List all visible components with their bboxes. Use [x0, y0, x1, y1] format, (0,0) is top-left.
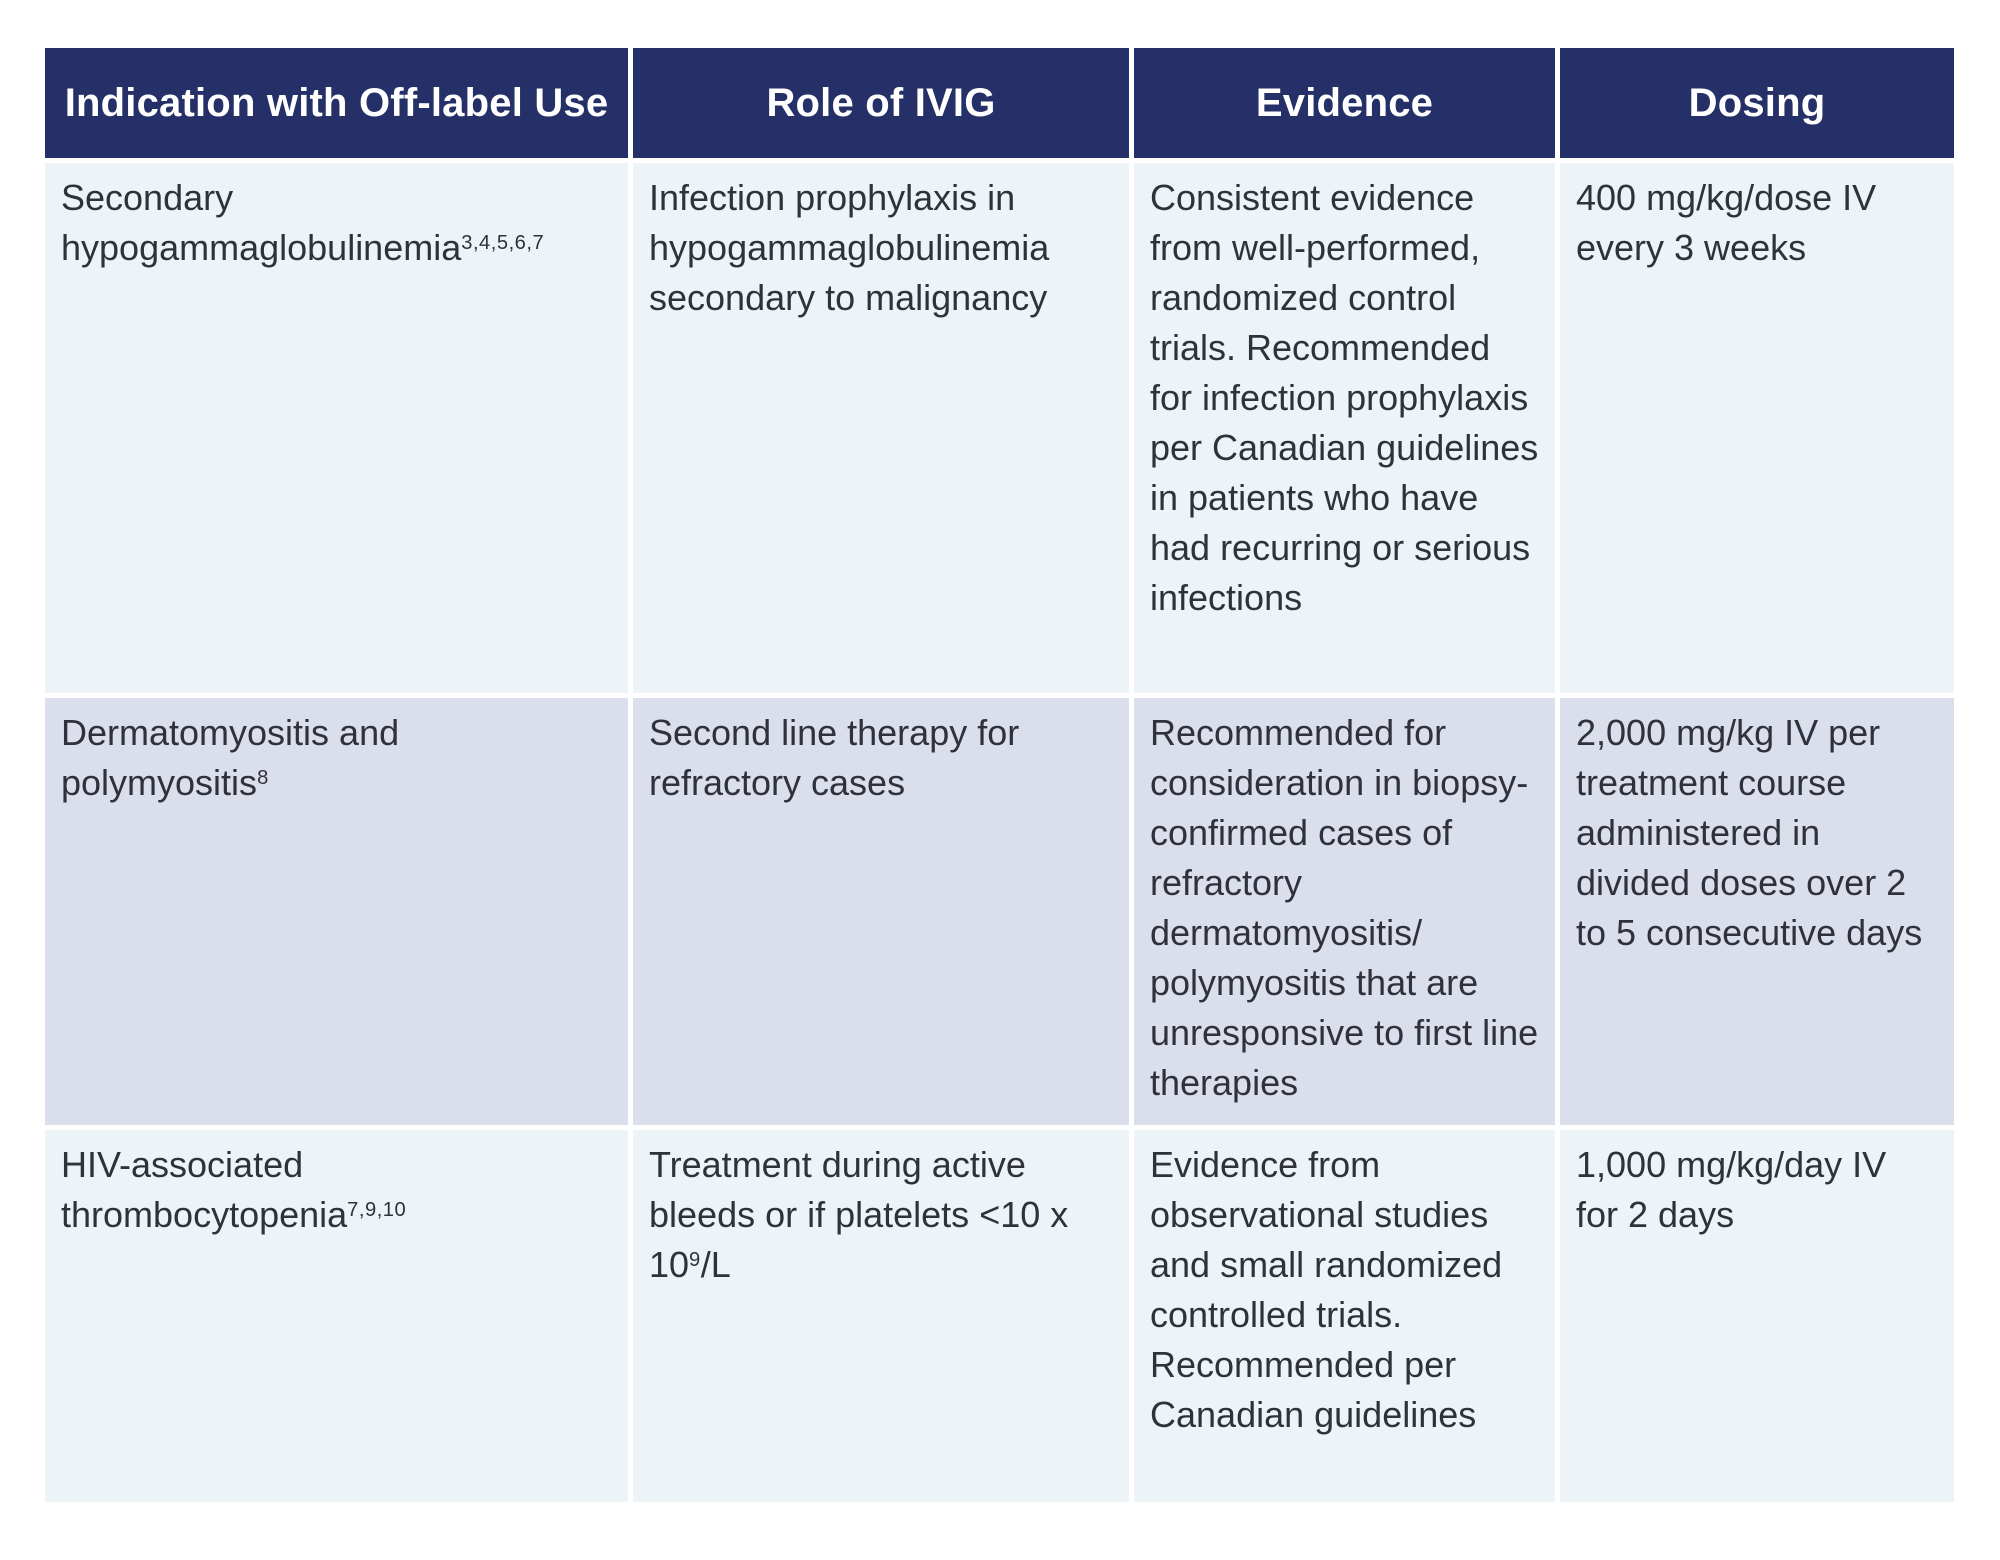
- role-cell: Treatment during active bleeds or if pla…: [633, 1130, 1129, 1502]
- indication-cell: Secondary hypogammaglobulinemia3,4,5,6,7: [45, 163, 628, 693]
- evidence-cell: Recommended for consideration in biopsy-…: [1134, 698, 1555, 1125]
- header-cell-evidence: Evidence: [1134, 48, 1555, 158]
- header-cell-indication: Indication with Off-label Use: [45, 48, 628, 158]
- dosing-cell: 1,000 mg/kg/day IV for 2 days: [1560, 1130, 1954, 1502]
- dosing-cell: 2,000 mg/kg IV per treatment course admi…: [1560, 698, 1954, 1125]
- role-text: Infection prophylaxis in hypogammaglobul…: [649, 177, 1050, 318]
- indication-citation: 3,4,5,6,7: [461, 231, 545, 254]
- indication-cell: HIV-associated thrombocytopenia7,9,10: [45, 1130, 628, 1502]
- role-text: Treatment during active bleeds or if pla…: [649, 1144, 1069, 1285]
- table-row: Secondary hypogammaglobulinemia3,4,5,6,7…: [45, 163, 1954, 693]
- role-cell: Second line therapy for refractory cases: [633, 698, 1129, 1125]
- indication-text: Dermatomyositis and polymyositis: [61, 712, 400, 803]
- header-cell-role: Role of IVIG: [633, 48, 1129, 158]
- indication-cell: Dermatomyositis and polymyositis8: [45, 698, 628, 1125]
- header-cell-dosing: Dosing: [1560, 48, 1954, 158]
- evidence-cell: Evidence from observational studies and …: [1134, 1130, 1555, 1502]
- ivig-offlabel-table: Indication with Off-label Use Role of IV…: [40, 43, 1959, 1507]
- table-row: HIV-associated thrombocytopenia7,9,10 Tr…: [45, 1130, 1954, 1502]
- table-header-row: Indication with Off-label Use Role of IV…: [45, 48, 1954, 158]
- indication-text: HIV-associated thrombocytopenia: [61, 1144, 348, 1235]
- indication-citation: 8: [257, 766, 269, 789]
- role-cell: Infection prophylaxis in hypogammaglobul…: [633, 163, 1129, 693]
- indication-citation: 7,9,10: [347, 1198, 407, 1221]
- role-superscript: 9: [689, 1248, 701, 1271]
- table-row: Dermatomyositis and polymyositis8 Second…: [45, 698, 1954, 1125]
- role-text-after: /L: [700, 1244, 731, 1285]
- evidence-cell: Consistent evidence from well-performed,…: [1134, 163, 1555, 693]
- dosing-cell: 400 mg/kg/dose IV every 3 weeks: [1560, 163, 1954, 693]
- indication-text: Secondary hypogammaglobulinemia: [61, 177, 462, 268]
- role-text: Second line therapy for refractory cases: [649, 712, 1020, 803]
